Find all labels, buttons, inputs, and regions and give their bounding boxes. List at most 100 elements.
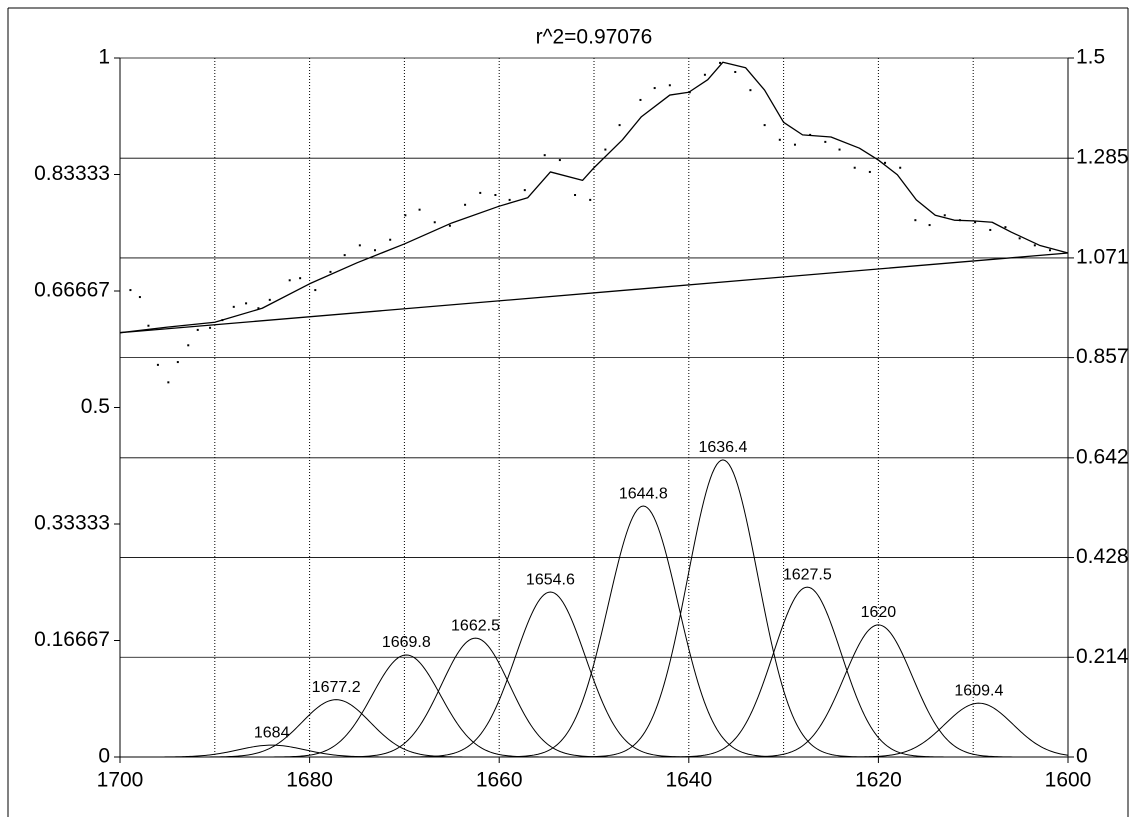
observed-point	[167, 381, 170, 384]
observed-point	[618, 124, 621, 127]
observed-point	[928, 224, 931, 227]
x-tick-label: 1640	[665, 769, 712, 792]
observed-point	[257, 307, 260, 310]
observed-point	[479, 191, 482, 194]
observed-point	[868, 170, 871, 173]
peak-label: 1684	[254, 724, 290, 741]
observed-point	[543, 154, 546, 157]
observed-point	[433, 221, 436, 224]
peak-label: 1636.4	[698, 439, 747, 456]
observed-point	[914, 219, 917, 222]
observed-point	[1004, 226, 1007, 229]
observed-point	[138, 296, 141, 299]
observed-point	[494, 194, 497, 197]
observed-point	[221, 319, 224, 322]
observed-point	[358, 244, 361, 247]
observed-point	[793, 143, 796, 146]
observed-point	[389, 238, 392, 241]
peak-label: 1609.4	[954, 682, 1003, 699]
observed-point	[589, 198, 592, 201]
y-tick-label: 0.5	[81, 395, 110, 418]
peak-curve	[270, 637, 681, 758]
peak-label: 1677.2	[312, 679, 361, 696]
y-tick-label: 1	[98, 46, 110, 69]
y-tick-label: 0	[98, 745, 110, 768]
peak-label: 1662.5	[451, 617, 500, 634]
observed-point	[187, 344, 190, 347]
observed-point	[838, 148, 841, 151]
y2-tick-label: 0.857	[1076, 345, 1129, 368]
peak-curve	[339, 591, 761, 758]
baseline	[119, 252, 1069, 334]
observed-point	[129, 289, 132, 292]
observed-point	[314, 289, 317, 292]
observed-point	[719, 61, 722, 64]
y-tick-label: 0.33333	[34, 512, 110, 535]
observed-point	[464, 203, 467, 206]
observed-point	[147, 324, 150, 327]
peak-label: 1620	[861, 604, 897, 621]
observed-point	[824, 140, 827, 143]
fit-curve	[119, 61, 1069, 334]
observed-point	[958, 219, 961, 222]
observed-point	[245, 302, 248, 305]
observed-point	[884, 161, 887, 164]
y2-tick-label: 0.428	[1076, 545, 1129, 568]
observed-point	[899, 166, 902, 169]
peak-curve	[119, 744, 471, 758]
y2-tick-label: 1.5	[1076, 46, 1105, 69]
peak-label: 1654.6	[526, 571, 575, 588]
observed-point	[508, 198, 511, 201]
chart-title: r^2=0.97076	[536, 26, 653, 49]
observed-point	[653, 87, 656, 90]
peak-label: 1627.5	[783, 566, 832, 583]
peak-curve	[131, 699, 541, 758]
observed-point	[176, 361, 179, 364]
y-tick-label: 0.83333	[34, 162, 110, 185]
y-tick-label: 0.66667	[34, 279, 110, 302]
observed-point	[604, 148, 607, 151]
observed-point	[943, 214, 946, 217]
observed-point	[734, 70, 737, 73]
x-tick-label: 1700	[97, 769, 144, 792]
x-tick-label: 1620	[855, 769, 902, 792]
peak-curve	[774, 702, 1069, 758]
observed-point	[749, 89, 752, 92]
observed-point	[343, 254, 346, 257]
y2-tick-label: 1.071	[1076, 245, 1129, 268]
observed-point	[639, 98, 642, 101]
observed-point	[974, 221, 977, 224]
observed-point	[448, 224, 451, 227]
observed-point	[299, 277, 302, 280]
peak-label: 1644.8	[619, 485, 668, 502]
observed-point	[778, 138, 781, 141]
observed-point	[668, 84, 671, 87]
y2-tick-label: 0.214	[1076, 645, 1129, 668]
observed-point	[288, 279, 291, 282]
peak-curve	[673, 624, 1069, 758]
observed-point	[156, 363, 159, 366]
x-tick-label: 1660	[476, 769, 523, 792]
observed-point	[418, 208, 421, 211]
observed-point	[1018, 237, 1021, 240]
observed-point	[1048, 249, 1051, 252]
observed-point	[574, 194, 577, 197]
observed-point	[763, 124, 766, 127]
observed-point	[329, 270, 332, 273]
y2-tick-label: 0	[1076, 745, 1088, 768]
x-tick-label: 1600	[1045, 769, 1092, 792]
observed-point	[703, 73, 706, 76]
observed-point	[809, 133, 812, 136]
peak-label: 1669.8	[382, 634, 431, 651]
observed-point	[196, 328, 199, 331]
observed-point	[1033, 244, 1036, 247]
peak-curve	[602, 586, 1013, 758]
y-tick-label: 0.16667	[34, 628, 110, 651]
observed-point	[268, 298, 271, 301]
observed-point	[404, 214, 407, 217]
observed-point	[209, 326, 212, 329]
observed-point	[989, 228, 992, 231]
observed-point	[853, 166, 856, 169]
